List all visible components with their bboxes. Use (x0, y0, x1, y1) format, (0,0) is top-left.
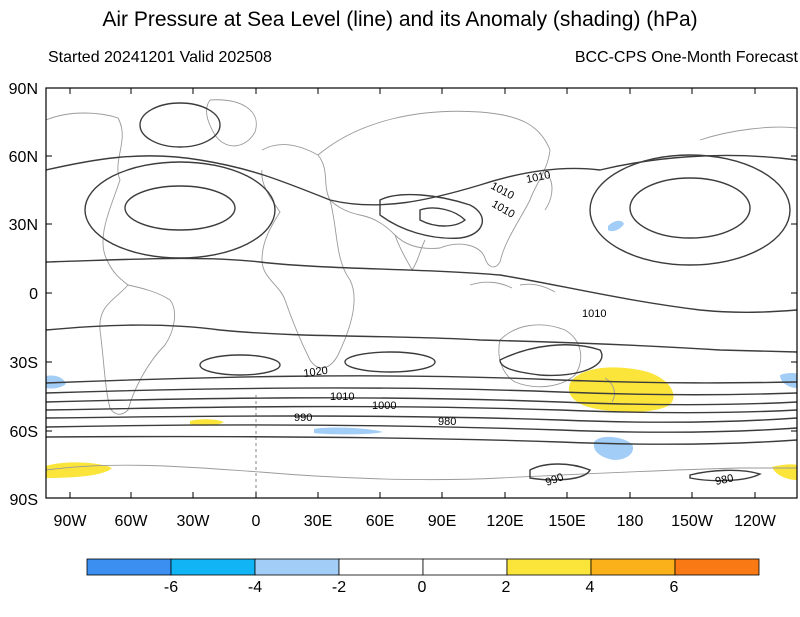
isobar (629, 177, 751, 239)
lon-label: 60E (366, 513, 394, 530)
positive-anomaly-region (190, 419, 224, 426)
lat-label: 90S (10, 492, 38, 509)
lon-label: 120E (486, 513, 523, 530)
colorbar-box (590, 558, 676, 576)
lat-label: 0 (29, 286, 38, 303)
positive-anomaly-region (46, 462, 112, 478)
isobar (46, 257, 797, 314)
isobar (344, 351, 436, 373)
contour-label: 1000 (372, 400, 396, 412)
lat-label: 90N (9, 81, 38, 98)
coastline (99, 284, 176, 415)
coastline (206, 99, 257, 147)
isobar (124, 185, 236, 231)
isobar (589, 154, 791, 266)
isobar (419, 207, 467, 227)
colorbar-box (338, 558, 424, 576)
lon-label: 180 (617, 513, 644, 530)
coastline (469, 281, 556, 293)
isobar (199, 354, 281, 376)
contour-label: 1010 (582, 308, 606, 320)
contour-label: 1010 (330, 391, 354, 403)
longitude-axis: 90W 60W 30W 0 30E 60E 90E 120E 150E 180 … (54, 513, 777, 530)
lon-label: 90W (54, 513, 88, 530)
positive-anomaly-region (568, 367, 674, 412)
lon-label: 150W (671, 513, 714, 530)
contour-label: 980 (438, 416, 456, 428)
colorbar-box (170, 558, 256, 576)
colorbar-label: -4 (248, 579, 262, 596)
isobar (46, 435, 797, 445)
isobar (46, 324, 797, 353)
lon-label: 150E (548, 513, 585, 530)
isobar (46, 415, 797, 423)
isobar (379, 193, 483, 239)
contour-label: 990 (544, 471, 565, 489)
isobar (139, 102, 221, 148)
colorbar-label: 6 (670, 579, 679, 596)
lat-label: 60N (9, 149, 38, 166)
coastline (317, 110, 551, 268)
lon-label: 30E (304, 513, 332, 530)
coastline (46, 112, 129, 286)
coastline (604, 377, 615, 403)
negative-anomaly-region (314, 427, 383, 435)
isobar (46, 397, 797, 406)
colorbar-label: -6 (164, 579, 178, 596)
lon-label: 0 (252, 513, 261, 530)
chart-title: Air Pressure at Sea Level (line) and its… (102, 8, 698, 31)
contour-label: 990 (294, 412, 312, 424)
colorbar-label: 0 (418, 579, 427, 596)
forecast-dates: Started 20241201 Valid 202508 (48, 49, 272, 66)
isobars (46, 102, 797, 482)
isobar (46, 154, 797, 206)
coastlines (46, 99, 797, 481)
isobar (46, 375, 797, 384)
colorbar-box (86, 558, 172, 576)
coastline (544, 174, 553, 211)
lat-label: 60S (10, 424, 38, 441)
lon-label: 30W (177, 513, 211, 530)
isobar (46, 424, 797, 433)
colorbar-labels: -6 -4 -2 0 2 4 6 (164, 579, 679, 596)
colorbar-box (674, 558, 760, 576)
negative-anomaly-region (608, 220, 624, 232)
lon-label: 90E (428, 513, 456, 530)
coastline (261, 144, 355, 369)
lon-label: 120W (734, 513, 777, 530)
contour-label: 980 (714, 472, 734, 488)
coastline (498, 324, 582, 388)
colorbar-box (506, 558, 592, 576)
lon-label: 60W (115, 513, 149, 530)
isobar (689, 469, 762, 482)
latitude-ticks (46, 155, 797, 432)
lat-label: 30N (9, 217, 38, 234)
contour-label: 1020 (303, 365, 329, 380)
isobar (46, 387, 797, 396)
colorbar-box (254, 558, 340, 576)
negative-anomaly-region (593, 436, 634, 460)
isobar (529, 463, 591, 481)
colorbar-boxes (86, 558, 760, 576)
forecast-source: BCC-CPS One-Month Forecast (574, 49, 798, 66)
latitude-axis: 90N 60N 30N 0 30S 60S 90S (9, 81, 38, 509)
longitude-ticks (69, 88, 756, 498)
isobar (499, 344, 603, 377)
colorbar-label: -2 (332, 579, 346, 596)
colorbar: -6 -4 -2 0 2 4 6 (86, 558, 760, 596)
isobar (46, 405, 797, 414)
coastline (699, 126, 797, 141)
contour-label: 1010 (525, 169, 551, 186)
coastline (46, 464, 797, 481)
colorbar-label: 4 (586, 579, 595, 596)
colorbar-label: 2 (502, 579, 511, 596)
negative-anomaly-region (780, 373, 797, 388)
lat-label: 30S (10, 355, 38, 372)
colorbar-box (422, 558, 508, 576)
